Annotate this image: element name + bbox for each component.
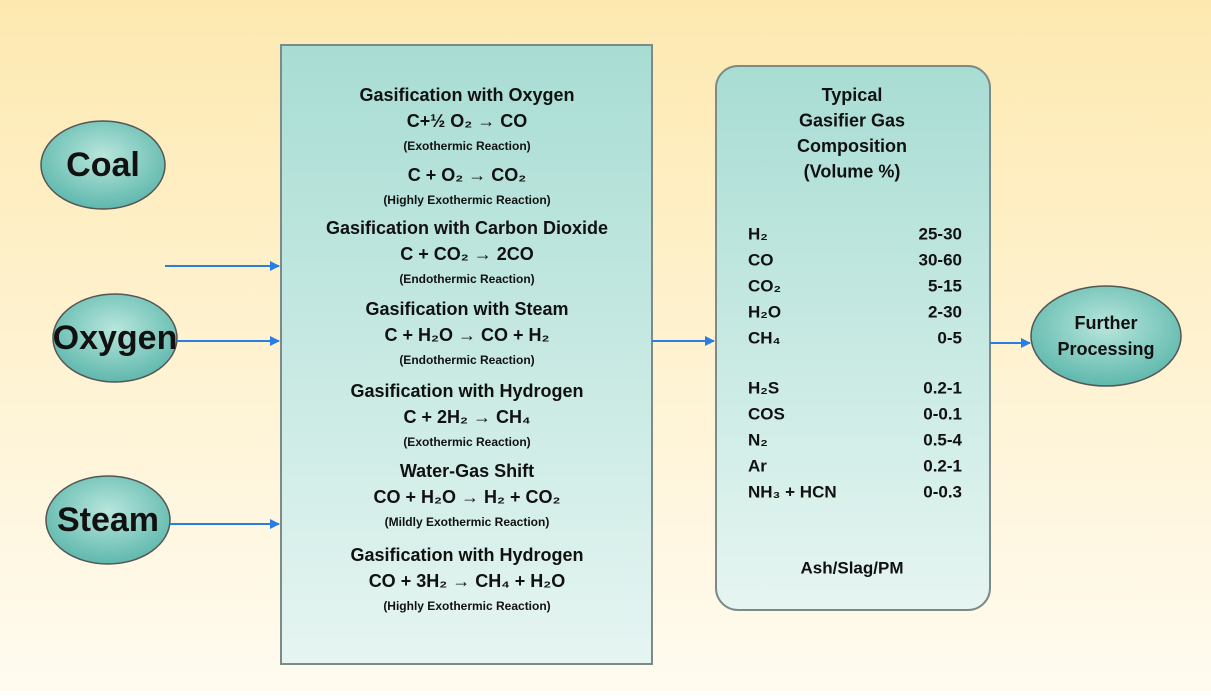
gas-name: CH₄ [748, 328, 781, 347]
gas-name: CO [748, 250, 774, 269]
reaction-title: Gasification with Oxygen [359, 85, 574, 105]
composition-title: Composition [797, 136, 907, 156]
reaction-title: Gasification with Carbon Dioxide [326, 218, 608, 238]
gas-name: Ar [748, 456, 767, 475]
equation: C + O₂ → CO₂ [408, 165, 527, 185]
gas-range: 0-5 [937, 328, 962, 347]
composition-title: Gasifier Gas [799, 110, 905, 130]
reaction-note: (Mildly Exothermic Reaction) [385, 515, 550, 529]
gas-range: 0-0.1 [923, 404, 962, 423]
composition-title: (Volume %) [804, 161, 901, 181]
reaction-note: (Highly Exothermic Reaction) [383, 193, 550, 207]
gas-name: H₂S [748, 378, 779, 397]
reaction-title: Gasification with Hydrogen [350, 545, 583, 565]
composition-footer: Ash/Slag/PM [801, 558, 904, 577]
gas-name: NH₃ + HCN [748, 482, 837, 501]
reaction-note: (Endothermic Reaction) [399, 272, 534, 286]
gas-range: 2-30 [928, 302, 962, 321]
reaction-note: (Highly Exothermic Reaction) [383, 599, 550, 613]
reaction-note: (Exothermic Reaction) [403, 435, 530, 449]
output-label: Further [1075, 313, 1138, 333]
reaction-note: (Exothermic Reaction) [403, 139, 530, 153]
equation: CO + H₂O → H₂ + CO₂ [373, 487, 560, 507]
reaction-title: Gasification with Hydrogen [350, 381, 583, 401]
gas-range: 0-0.3 [923, 482, 962, 501]
reaction-box [280, 44, 653, 665]
equation: C + H₂O → CO + H₂ [384, 325, 549, 345]
equation: C + 2H₂ → CH₄ [403, 407, 530, 427]
equation: CO + 3H₂ → CH₄ + H₂O [369, 571, 566, 591]
composition-box [715, 65, 991, 611]
reaction-title: Gasification with Steam [365, 299, 568, 319]
input-label: Oxygen [53, 319, 178, 357]
input-node [45, 475, 171, 565]
gas-name: N₂ [748, 430, 768, 449]
gas-name: H₂O [748, 302, 781, 321]
input-label: Steam [57, 501, 159, 539]
gas-name: COS [748, 404, 785, 423]
input-node [52, 293, 178, 383]
gas-name: H₂ [748, 224, 768, 243]
composition-title: Typical [822, 85, 883, 105]
gas-range: 30-60 [919, 250, 962, 269]
output-label: Processing [1057, 339, 1154, 359]
gas-name: CO₂ [748, 276, 781, 295]
input-node [40, 120, 166, 210]
reaction-note: (Endothermic Reaction) [399, 353, 534, 367]
equation: C+½ O₂ → CO [407, 111, 528, 131]
output-node [1030, 285, 1182, 387]
gas-range: 0.5-4 [923, 430, 962, 449]
input-label: Coal [66, 146, 140, 184]
reaction-title: Water-Gas Shift [400, 461, 534, 481]
equation: C + CO₂ → 2CO [400, 244, 534, 264]
gas-range: 5-15 [928, 276, 962, 295]
gas-range: 25-30 [919, 224, 962, 243]
gas-range: 0.2-1 [923, 456, 962, 475]
gas-range: 0.2-1 [923, 378, 962, 397]
